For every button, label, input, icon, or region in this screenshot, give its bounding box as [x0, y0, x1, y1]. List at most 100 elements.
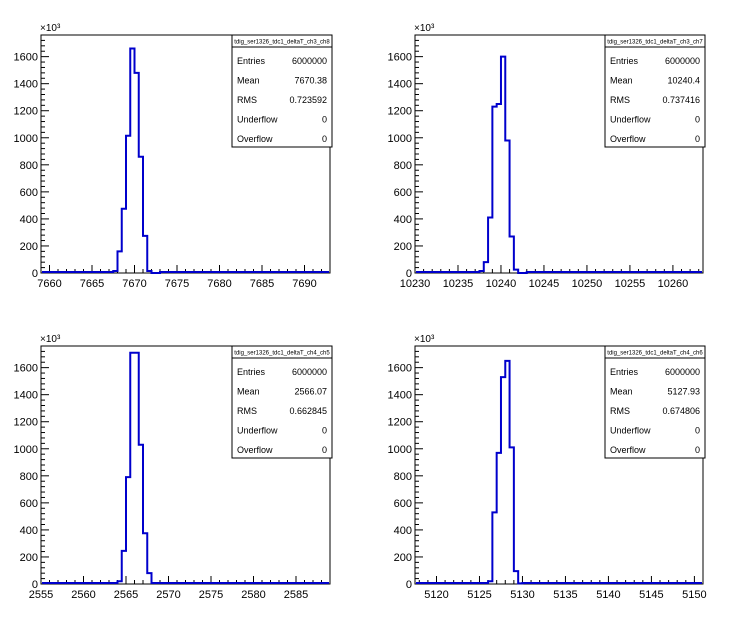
x-tick-label: 2565	[114, 589, 138, 601]
y-tick-label: 1200	[388, 417, 412, 429]
stats-value-underflow: 0	[322, 115, 327, 125]
stats-value-rms: 0.723592	[289, 95, 327, 105]
y-exponent-label: ×10³	[40, 23, 61, 34]
stats-box-frame	[231, 34, 333, 148]
x-tick-label: 5125	[467, 589, 491, 601]
stats-key-underflow: Underflow	[237, 115, 278, 125]
stats-key-rms: RMS	[237, 95, 257, 105]
y-tick-label: 1600	[14, 52, 38, 64]
x-tick-label: 5150	[682, 589, 706, 601]
y-tick-label: 600	[20, 498, 38, 510]
x-tick-label: 2555	[29, 589, 53, 601]
stats-key-overflow: Overflow	[237, 134, 273, 144]
x-tick-label: 7680	[207, 278, 231, 290]
stats-key-overflow: Overflow	[610, 445, 646, 455]
y-tick-label: 0	[406, 268, 412, 280]
histogram-series	[416, 359, 702, 585]
x-tick-label: 7660	[37, 278, 61, 290]
y-tick-label: 0	[32, 268, 38, 280]
x-tick-label: 2575	[199, 589, 223, 601]
stats-value-underflow: 0	[695, 426, 700, 436]
x-tick-label: 2580	[241, 589, 265, 601]
x-tick-label: 2585	[284, 589, 308, 601]
y-tick-label: 1400	[14, 390, 38, 402]
histogram-panel-4: 5120 5125 5130 5135 5140 5145 5150 0 200 400 600 80…	[388, 334, 707, 601]
y-tick-label: 1000	[14, 133, 38, 145]
stats-value-rms: 0.737416	[662, 95, 700, 105]
y-tick-label: 1000	[388, 444, 412, 456]
x-tick-label: 5120	[424, 589, 448, 601]
y-tick-label: 800	[394, 471, 412, 483]
x-tick-label: 5135	[553, 589, 577, 601]
stats-key-entries: Entries	[237, 367, 266, 377]
y-tick-label: 400	[20, 525, 38, 537]
x-tick-label: 10230	[400, 278, 431, 290]
x-tick-label: 5130	[510, 589, 534, 601]
histogram-series	[42, 47, 329, 274]
stats-value-overflow: 0	[322, 445, 327, 455]
stats-box: tdig_ser1326_tdc1_deltaT_ch3_ch7 Entries 6…	[604, 34, 706, 148]
stats-value-mean: 10240.4	[667, 76, 700, 86]
y-tick-label: 1400	[388, 79, 412, 91]
stats-value-underflow: 0	[322, 426, 327, 436]
stats-title: tdig_ser1326_tdc1_deltaT_ch3_ch7	[607, 40, 703, 46]
x-tick-label: 10235	[443, 278, 474, 290]
y-tick-label: 800	[20, 160, 38, 172]
stats-box-frame	[604, 34, 706, 148]
y-tick-label: 1200	[14, 417, 38, 429]
stats-value-underflow: 0	[695, 115, 700, 125]
y-tick-label: 400	[20, 214, 38, 226]
stats-key-rms: RMS	[610, 406, 630, 416]
x-tick-label: 10260	[658, 278, 689, 290]
stats-key-entries: Entries	[610, 56, 639, 66]
y-tick-label: 200	[394, 552, 412, 564]
stats-key-underflow: Underflow	[610, 115, 651, 125]
y-tick-label: 200	[20, 241, 38, 253]
y-tick-label: 1600	[14, 363, 38, 375]
stats-value-rms: 0.662845	[289, 406, 327, 416]
stats-box: tdig_ser1326_tdc1_deltaT_ch3_ch8 Entries 6…	[231, 34, 333, 148]
x-tick-label: 7675	[165, 278, 189, 290]
stats-value-entries: 6000000	[665, 367, 700, 377]
stats-key-rms: RMS	[237, 406, 257, 416]
y-tick-label: 200	[20, 552, 38, 564]
y-tick-label: 1600	[388, 363, 412, 375]
x-tick-label: 2570	[156, 589, 180, 601]
stats-key-mean: Mean	[610, 76, 633, 86]
x-tick-label: 7690	[292, 278, 316, 290]
y-tick-label: 600	[20, 187, 38, 199]
stats-value-rms: 0.674806	[662, 406, 700, 416]
histogram-panel-3: 2555 2560 2565 2570 2575 2580 2585 0 200 400 600 80…	[14, 334, 333, 601]
stats-box-frame	[604, 345, 706, 459]
stats-value-overflow: 0	[695, 134, 700, 144]
y-tick-label: 0	[406, 579, 412, 591]
stats-title: tdig_ser1326_tdc1_deltaT_ch4_ch6	[607, 351, 703, 357]
y-tick-label: 1200	[14, 106, 38, 118]
stats-value-overflow: 0	[322, 134, 327, 144]
y-tick-label: 400	[394, 214, 412, 226]
y-exponent-label: ×10³	[414, 23, 435, 34]
stats-key-overflow: Overflow	[610, 134, 646, 144]
x-tick-label: 7665	[80, 278, 104, 290]
x-tick-label: 10240	[486, 278, 517, 290]
stats-key-mean: Mean	[610, 387, 633, 397]
stats-box: tdig_ser1326_tdc1_deltaT_ch4_ch5 Entries 6…	[231, 345, 333, 459]
y-tick-label: 600	[394, 498, 412, 510]
stats-value-mean: 5127.93	[667, 387, 700, 397]
x-tick-label: 10250	[572, 278, 603, 290]
stats-key-mean: Mean	[237, 387, 260, 397]
stats-title: tdig_ser1326_tdc1_deltaT_ch4_ch5	[234, 351, 330, 357]
y-tick-label: 200	[394, 241, 412, 253]
y-tick-label: 600	[394, 187, 412, 199]
x-tick-label: 7685	[250, 278, 274, 290]
stats-key-rms: RMS	[610, 95, 630, 105]
y-exponent-label: ×10³	[40, 334, 61, 345]
stats-box-frame	[231, 345, 333, 459]
stats-key-underflow: Underflow	[610, 426, 651, 436]
histogram-series	[416, 55, 702, 274]
y-exponent-label: ×10³	[414, 334, 435, 345]
y-tick-label: 1400	[14, 79, 38, 91]
histogram-bin	[497, 104, 501, 273]
stats-value-entries: 6000000	[665, 56, 700, 66]
